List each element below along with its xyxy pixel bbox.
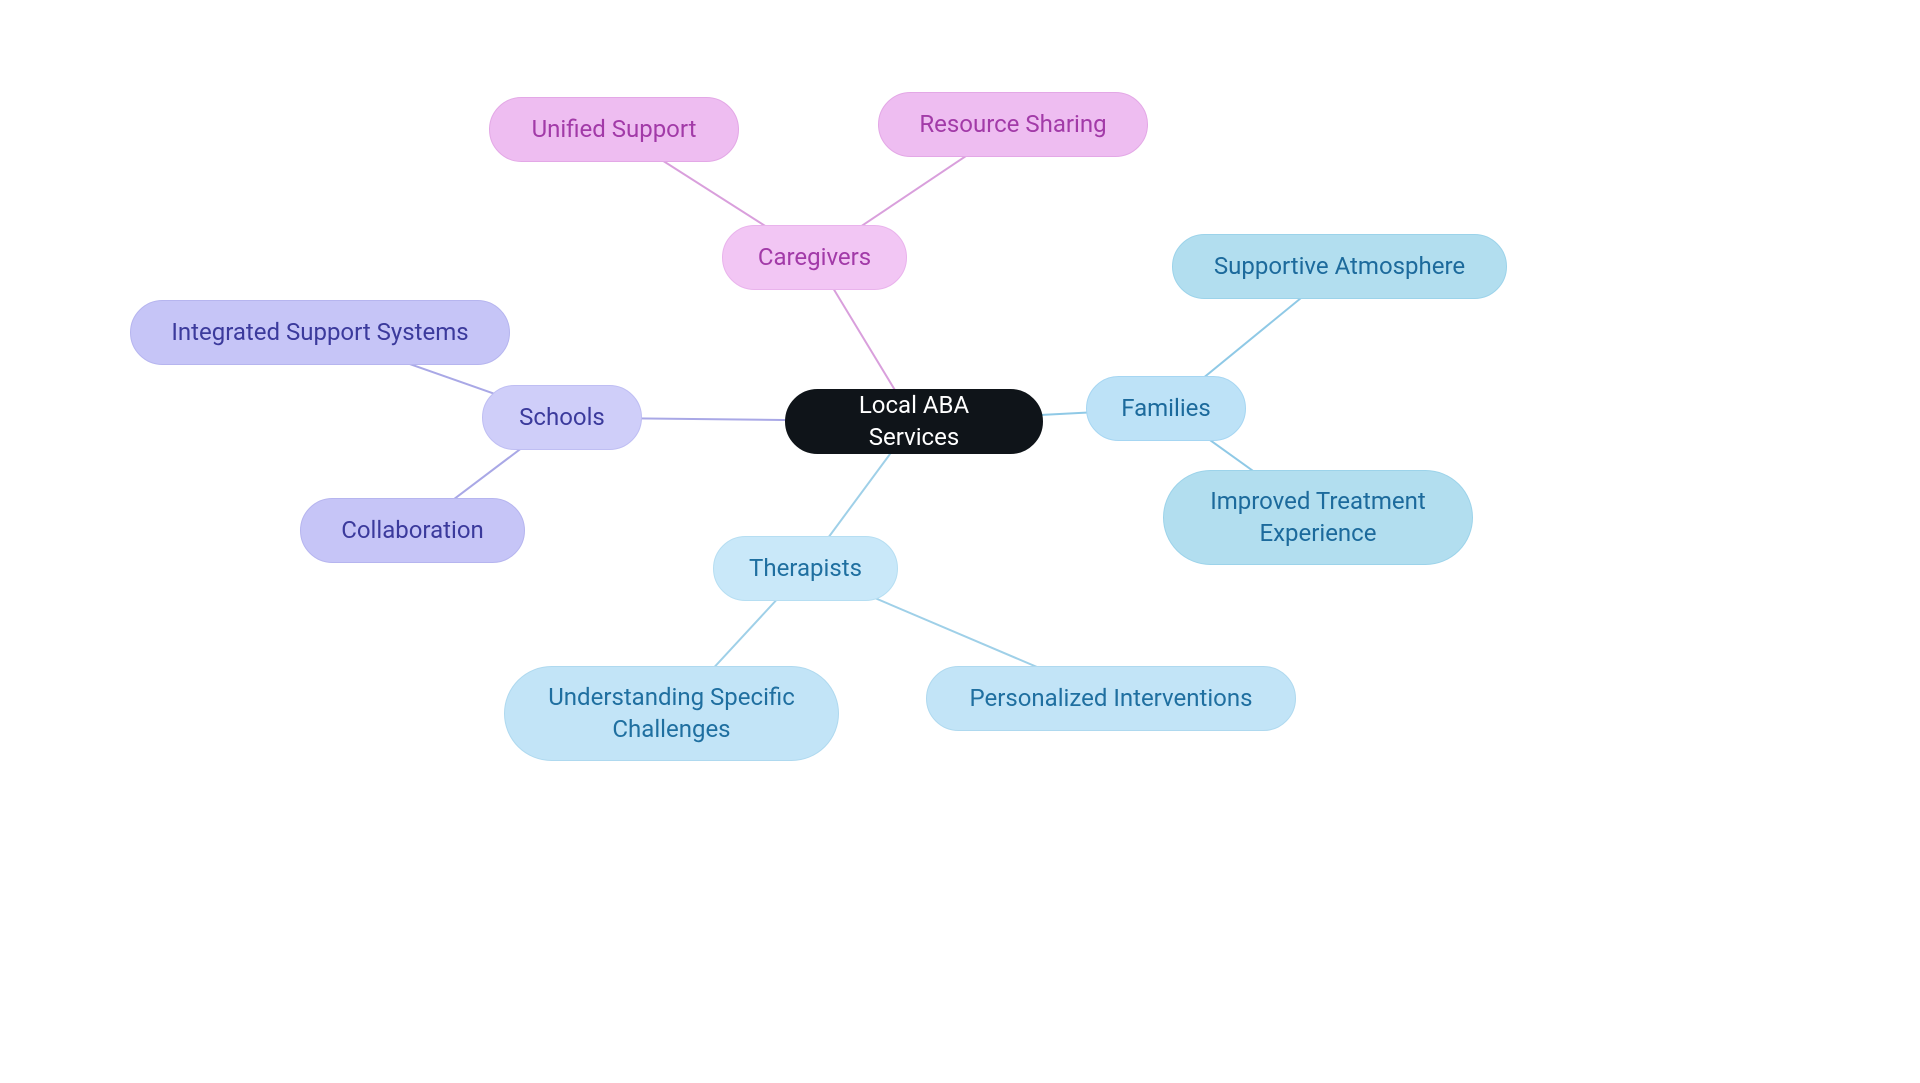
node-families: Families (1086, 376, 1246, 441)
node-understanding: Understanding Specific Challenges (504, 666, 839, 761)
node-label: Personalized Interventions (969, 683, 1252, 714)
node-personalized: Personalized Interventions (926, 666, 1296, 731)
node-unified: Unified Support (489, 97, 739, 162)
node-label: Integrated Support Systems (171, 317, 468, 348)
node-integrated: Integrated Support Systems (130, 300, 510, 365)
node-label: Local ABA Services (818, 390, 1010, 452)
node-label: Therapists (749, 553, 862, 584)
node-resource: Resource Sharing (878, 92, 1148, 157)
node-label: Collaboration (341, 515, 484, 546)
diagram-edges (0, 0, 1920, 1083)
node-label: Families (1121, 393, 1211, 424)
node-collaboration: Collaboration (300, 498, 525, 563)
node-therapists: Therapists (713, 536, 898, 601)
node-label: Resource Sharing (919, 109, 1106, 140)
node-caregivers: Caregivers (722, 225, 907, 290)
node-label: Understanding Specific Challenges (548, 682, 795, 744)
node-label: Improved Treatment Experience (1210, 486, 1426, 548)
node-supportive: Supportive Atmosphere (1172, 234, 1507, 299)
node-improved: Improved Treatment Experience (1163, 470, 1473, 565)
node-label: Caregivers (758, 242, 871, 273)
node-label: Supportive Atmosphere (1214, 251, 1465, 282)
node-label: Unified Support (532, 114, 697, 145)
node-label: Schools (519, 402, 605, 433)
node-center: Local ABA Services (785, 389, 1043, 454)
node-schools: Schools (482, 385, 642, 450)
